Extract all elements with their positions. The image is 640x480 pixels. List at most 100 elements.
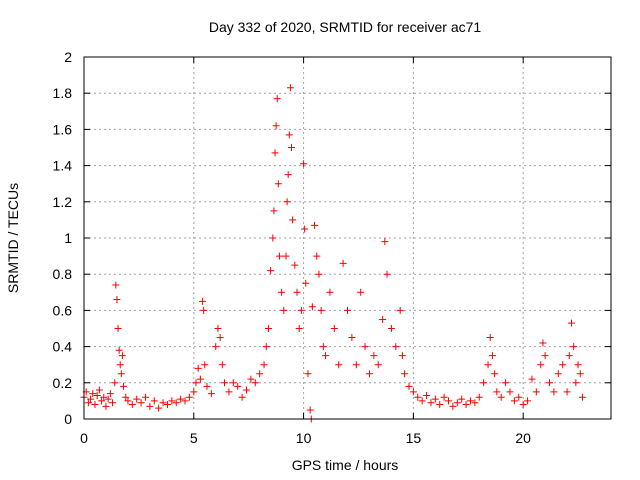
data-point <box>466 397 474 405</box>
data-point <box>280 306 288 314</box>
data-point <box>93 391 101 399</box>
data-point <box>578 393 586 401</box>
x-tick-label: 10 <box>296 430 312 446</box>
data-point <box>200 306 208 314</box>
data-point <box>335 361 343 369</box>
data-point <box>524 397 532 405</box>
data-point <box>181 397 189 405</box>
data-point <box>550 388 558 396</box>
data-point <box>272 122 280 130</box>
y-tick-label: 0.8 <box>53 266 73 282</box>
data-point <box>462 401 470 409</box>
data-point <box>168 397 176 405</box>
data-point <box>91 401 99 409</box>
data-point <box>484 361 492 369</box>
data-point <box>319 343 327 351</box>
data-point <box>229 379 237 387</box>
data-point <box>113 296 121 304</box>
data-point <box>201 361 209 369</box>
data-point <box>348 334 356 342</box>
data-point <box>344 306 351 314</box>
data-point <box>84 399 92 407</box>
data-point <box>502 379 510 387</box>
data-point <box>118 352 126 360</box>
data-point <box>238 393 246 401</box>
data-point <box>506 388 514 396</box>
data-point <box>414 393 422 401</box>
data-point <box>212 343 220 351</box>
data-point <box>361 343 369 351</box>
data-point <box>256 370 264 378</box>
data-point <box>574 361 582 369</box>
plot-frame <box>83 56 612 420</box>
data-point <box>315 270 323 278</box>
data-point <box>270 207 278 215</box>
y-tick-label: 1.2 <box>53 194 73 210</box>
data-point <box>515 393 523 401</box>
data-point <box>431 395 439 403</box>
data-point <box>133 395 141 403</box>
data-point <box>383 270 391 278</box>
y-tick-labels: 0 0.2 0.4 0.6 0.8 1 1.2 1.4 1.6 1.8 2 <box>53 49 73 427</box>
data-point <box>163 401 171 409</box>
data-point <box>567 319 575 327</box>
x-tick-label: 15 <box>406 430 422 446</box>
data-point <box>436 401 444 409</box>
data-point <box>190 388 198 396</box>
x-tick-label: 20 <box>515 430 531 446</box>
data-point <box>306 406 314 414</box>
data-point <box>576 370 584 378</box>
data-point <box>453 399 461 407</box>
data-point <box>106 390 114 398</box>
x-tick-label: 5 <box>190 430 198 446</box>
data-point <box>471 399 479 407</box>
data-point <box>89 390 97 398</box>
data-points <box>80 84 586 423</box>
y-tick-label: 1.4 <box>53 158 73 174</box>
data-point <box>267 267 275 275</box>
y-tick-label: 0 <box>64 411 72 427</box>
data-point <box>264 325 272 332</box>
data-point <box>275 252 283 260</box>
y-tick-label: 0.4 <box>53 339 73 355</box>
data-point <box>283 198 291 206</box>
data-point <box>401 370 409 378</box>
data-point <box>381 238 389 246</box>
x-tick-label: 0 <box>80 430 88 446</box>
data-point <box>286 84 294 92</box>
data-point <box>423 391 431 399</box>
data-point <box>352 361 360 369</box>
data-point <box>124 397 132 405</box>
data-point <box>114 325 122 332</box>
data-point <box>475 393 483 401</box>
data-point <box>102 402 110 410</box>
data-point <box>488 352 496 360</box>
data-point <box>207 390 215 398</box>
data-point <box>288 144 296 151</box>
data-point <box>271 149 279 157</box>
data-point <box>311 221 319 229</box>
y-tick-label: 1 <box>64 230 72 246</box>
data-point <box>234 382 242 390</box>
data-point <box>563 388 571 396</box>
data-point <box>214 325 222 332</box>
data-point <box>532 388 540 396</box>
data-point <box>291 261 299 269</box>
data-point <box>87 395 95 403</box>
data-point <box>150 397 158 405</box>
data-point <box>111 379 119 387</box>
data-point <box>159 399 167 407</box>
data-point <box>302 279 310 287</box>
data-point <box>247 375 255 383</box>
data-point <box>262 343 270 351</box>
data-point <box>260 361 268 369</box>
data-point <box>519 401 527 409</box>
data-point <box>357 288 365 296</box>
data-point <box>104 395 112 403</box>
data-point <box>528 375 536 383</box>
data-point <box>570 343 578 351</box>
data-point <box>196 375 204 383</box>
data-point <box>282 252 290 260</box>
y-tick-label: 1.8 <box>53 85 73 101</box>
